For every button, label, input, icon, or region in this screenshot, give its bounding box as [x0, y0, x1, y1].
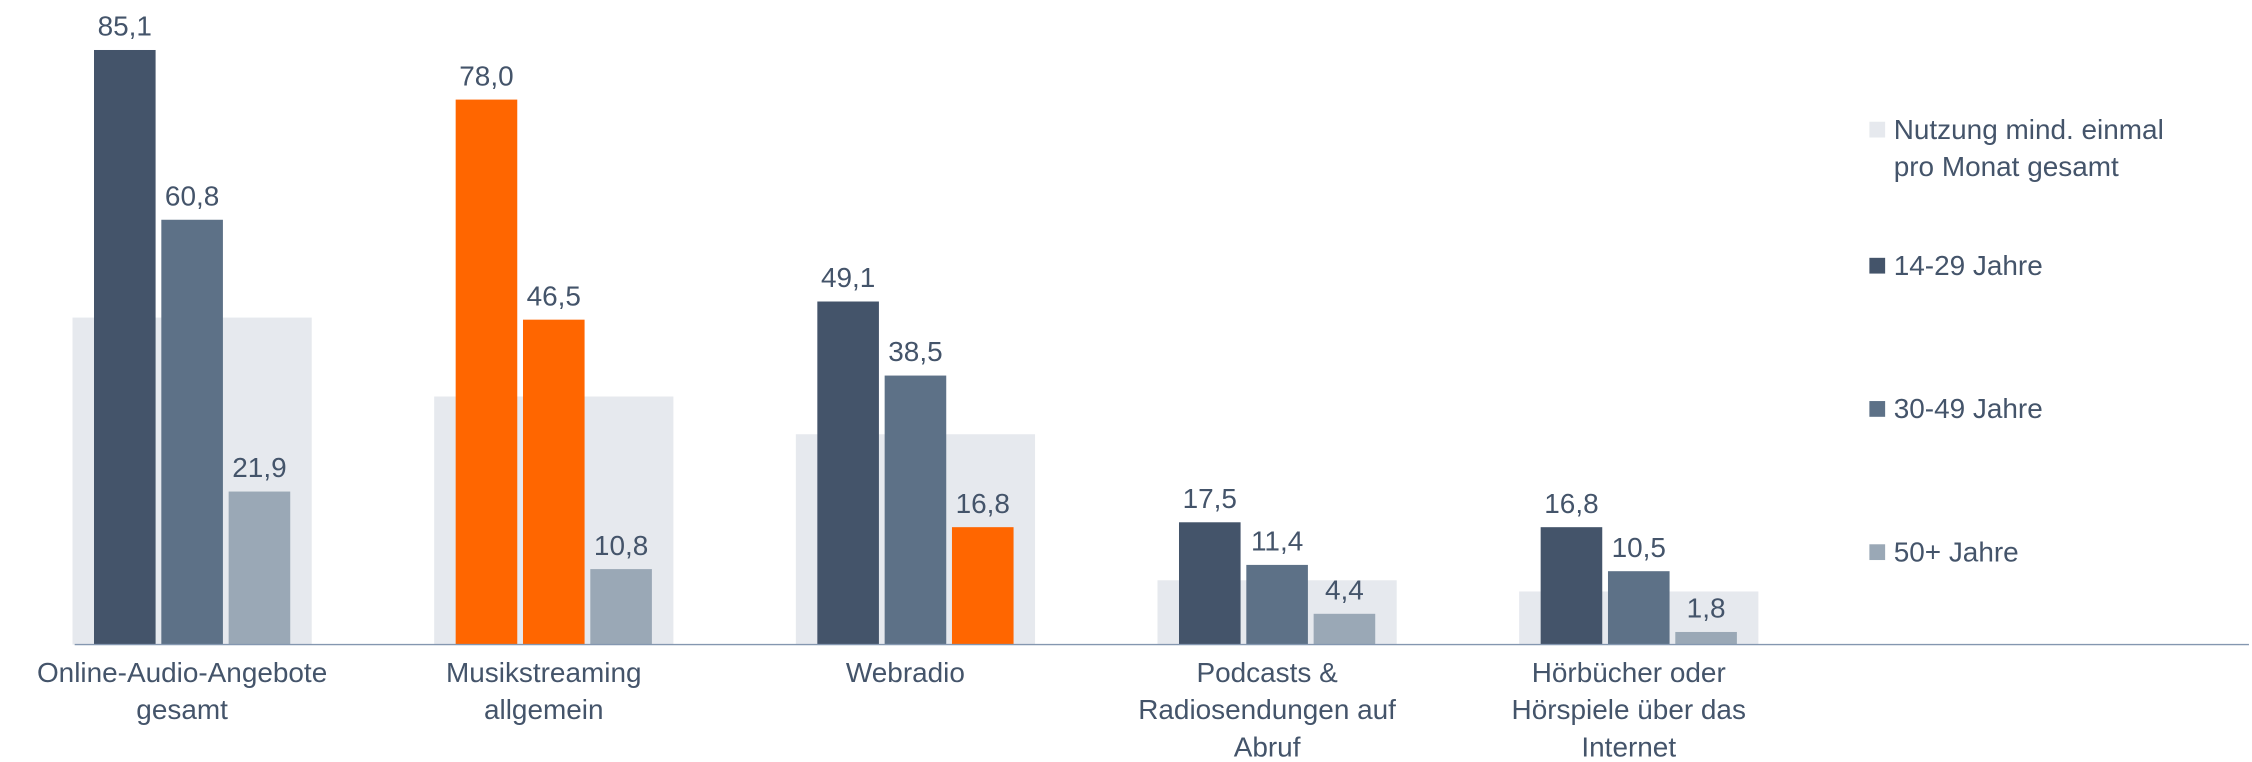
legend-label: Nutzung mind. einmal pro Monat gesamt [1894, 114, 2164, 182]
data-label: 85,1 [98, 11, 152, 42]
x-tick-label: Webradio [846, 657, 965, 688]
bar [951, 527, 1014, 645]
bar [455, 99, 518, 645]
legend-swatch [1869, 121, 1886, 138]
bar [1540, 527, 1603, 645]
data-label: 16,8 [956, 488, 1010, 519]
bar [1246, 564, 1308, 645]
data-label: 17,5 [1183, 483, 1237, 514]
bar [1313, 613, 1376, 645]
bar [884, 375, 947, 645]
legend-label: 50+ Jahre [1894, 536, 2019, 567]
legend-label: 14-29 Jahre [1894, 250, 2043, 281]
bar [161, 219, 223, 645]
data-label: 78,0 [459, 60, 513, 91]
x-tick-label: Hörbücher oder Hörspiele über das Internet [1512, 657, 1746, 762]
legend-label: 30-49 Jahre [1894, 393, 2043, 424]
legend-swatch [1869, 401, 1886, 417]
bar [522, 319, 585, 645]
data-label: 46,5 [527, 280, 581, 311]
x-tick-label: Podcasts & Radiosendungen auf Abruf [1138, 657, 1396, 762]
data-label: 21,9 [232, 452, 286, 483]
data-label: 4,4 [1325, 574, 1364, 605]
legend-swatch [1869, 544, 1886, 561]
bar [1675, 631, 1737, 645]
data-label: 11,4 [1251, 526, 1303, 557]
data-label: 1,8 [1687, 593, 1726, 624]
legend-swatch [1869, 257, 1886, 274]
bar [817, 301, 879, 645]
data-label: 10,5 [1612, 532, 1666, 563]
x-tick-label: Musikstreaming allgemein [446, 657, 642, 725]
data-label: 38,5 [888, 336, 942, 367]
bar [1607, 571, 1670, 645]
bar [1178, 522, 1241, 645]
x-tick-label: Online-Audio-Angebote gesamt [37, 657, 327, 725]
data-label: 16,8 [1544, 488, 1598, 519]
bar [228, 491, 291, 645]
data-label: 10,8 [594, 530, 648, 561]
data-label: 49,1 [821, 262, 875, 293]
bar [94, 49, 156, 645]
data-label: 60,8 [165, 180, 219, 211]
bar [590, 569, 652, 645]
